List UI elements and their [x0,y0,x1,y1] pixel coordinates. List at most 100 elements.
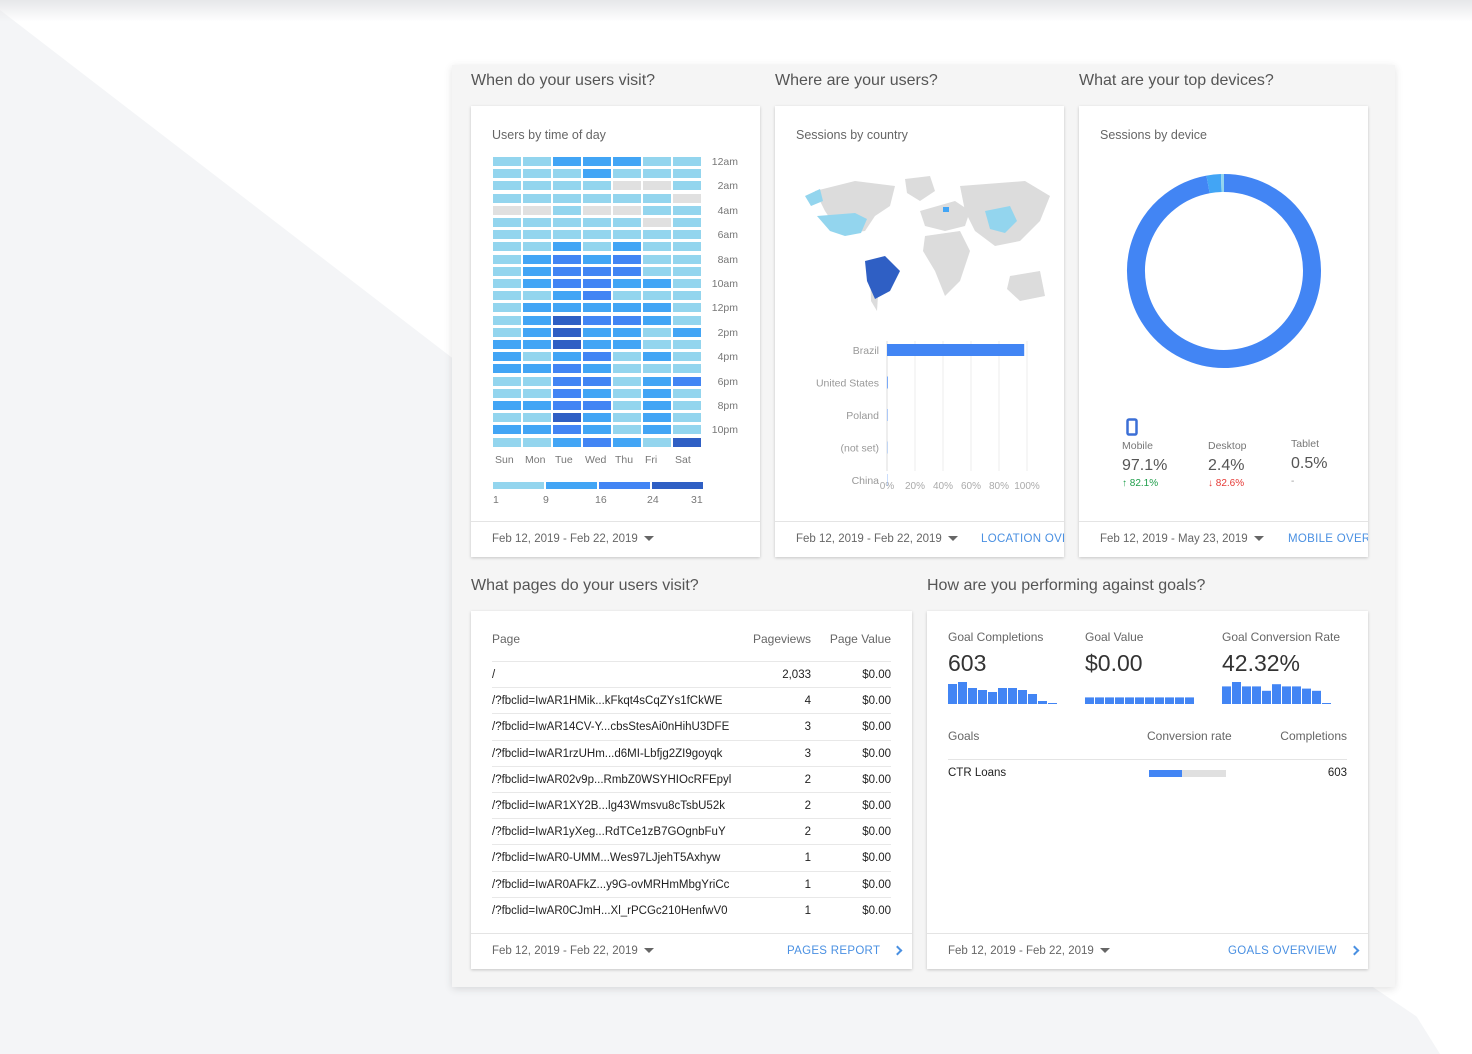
heatmap-cell[interactable] [523,315,551,325]
heatmap-cell[interactable] [553,157,581,166]
heatmap-cell[interactable] [613,303,641,313]
heatmap-cell[interactable] [583,327,611,337]
heatmap-cell[interactable] [583,169,611,179]
heatmap-cell[interactable] [673,437,701,447]
heatmap-cell[interactable] [523,157,551,166]
heatmap-cell[interactable] [613,254,641,264]
heatmap-cell[interactable] [493,352,521,362]
heatmap-cell[interactable] [613,388,641,398]
heatmap-cell[interactable] [493,230,521,240]
heatmap-cell[interactable] [583,376,611,386]
heatmap-cell[interactable] [493,205,521,215]
heatmap-cell[interactable] [643,413,671,423]
heatmap-cell[interactable] [523,266,551,276]
heatmap-cell[interactable] [493,327,521,337]
heatmap-cell[interactable] [673,157,701,166]
page-path[interactable]: /?fbclid=IwAR1XY2B...lg43Wmsvu8cTsbU52k [492,799,725,812]
heatmap-cell[interactable] [583,340,611,349]
heatmap-cell[interactable] [643,315,671,325]
heatmap-cell[interactable] [673,315,701,325]
heatmap-cell[interactable] [673,193,701,203]
heatmap-cell[interactable] [523,352,551,362]
page-path[interactable]: /?fbclid=IwAR1yXeg...RdTCe1zB7GOgnbFuY [492,826,726,839]
heatmap-cell[interactable] [643,291,671,301]
page-path[interactable]: /?fbclid=IwAR1rzUHm...d6MI-Lbfjg2ZI9goyq… [492,747,723,760]
heatmap-cell[interactable] [673,279,701,288]
heatmap-cell[interactable] [523,376,551,386]
goal-metric[interactable]: Goal Completions 603 [948,630,1060,705]
heatmap-cell[interactable] [673,254,701,264]
heatmap-cell[interactable] [673,218,701,227]
page-path[interactable]: /?fbclid=IwAR0-UMM...Wes97LJjehT5Axhyw [492,852,721,865]
heatmap-cell[interactable] [523,388,551,398]
heatmap-cell[interactable] [493,181,521,191]
heatmap-cell[interactable] [613,291,641,301]
date-range-selector[interactable]: Feb 12, 2019 - Feb 22, 2019 [492,533,654,545]
heatmap-cell[interactable] [613,327,641,337]
heatmap-cell[interactable] [673,230,701,240]
heatmap-cell[interactable] [583,254,611,264]
heatmap-cell[interactable] [643,437,671,447]
heatmap-cell[interactable] [613,340,641,349]
heatmap-cell[interactable] [673,425,701,435]
heatmap-cell[interactable] [523,230,551,240]
heatmap-cell[interactable] [493,303,521,313]
heatmap-cell[interactable] [643,169,671,179]
heatmap-cell[interactable] [583,181,611,191]
heatmap-cell[interactable] [583,425,611,435]
goals-overview-link[interactable]: GOALS OVERVIEW [1228,945,1360,957]
heatmap-cell[interactable] [613,364,641,374]
page-path[interactable]: /?fbclid=IwAR0CJmH...Xl_rPCGc210HenfwV0 [492,904,728,917]
page-path[interactable]: /?fbclid=IwAR02v9p...RmbZ0WSYHIOcRFEpyl [492,773,732,786]
heatmap-cell[interactable] [553,230,581,240]
heatmap-cell[interactable] [583,291,611,301]
heatmap-cell[interactable] [523,279,551,288]
heatmap-cell[interactable] [523,401,551,410]
heatmap-cell[interactable] [613,242,641,252]
heatmap-cell[interactable] [583,364,611,374]
heatmap-cell[interactable] [493,169,521,179]
heatmap-cell[interactable] [613,193,641,203]
heatmap-cell[interactable] [553,181,581,191]
heatmap-cell[interactable] [613,169,641,179]
heatmap-cell[interactable] [493,193,521,203]
goal-metric[interactable]: Goal Conversion Rate 42.32% [1222,630,1340,705]
heatmap-cell[interactable] [553,266,581,276]
table-row[interactable]: /?fbclid=IwAR0CJmH...Xl_rPCGc210HenfwV0 1… [492,896,891,923]
heatmap-cell[interactable] [583,157,611,166]
heatmap-cell[interactable] [673,327,701,337]
heatmap-cell[interactable] [583,279,611,288]
heatmap-cell[interactable] [493,315,521,325]
heatmap-cell[interactable] [553,327,581,337]
heatmap-cell[interactable] [553,254,581,264]
date-range-selector[interactable]: Feb 12, 2019 - Feb 22, 2019 [796,533,958,545]
heatmap-cell[interactable] [493,157,521,166]
heatmap-cell[interactable] [613,266,641,276]
heatmap-cell[interactable] [643,181,671,191]
page-path[interactable]: /?fbclid=IwAR0AFkZ...y9G-ovMRHmMbgYriCc [492,878,730,891]
heatmap-cell[interactable] [643,352,671,362]
heatmap-cell[interactable] [583,315,611,325]
heatmap-cell[interactable] [553,352,581,362]
heatmap-cell[interactable] [673,205,701,215]
heatmap-cell[interactable] [643,218,671,227]
heatmap-cell[interactable] [643,303,671,313]
heatmap-cell[interactable] [643,425,671,435]
heatmap-cell[interactable] [553,364,581,374]
heatmap-cell[interactable] [523,169,551,179]
heatmap-cell[interactable] [673,340,701,349]
heatmap-cell[interactable] [523,242,551,252]
heatmap-cell[interactable] [493,279,521,288]
heatmap-cell[interactable] [673,364,701,374]
heatmap-cell[interactable] [493,340,521,349]
heatmap-cell[interactable] [673,266,701,276]
heatmap-cell[interactable] [523,327,551,337]
heatmap-cell[interactable] [493,413,521,423]
heatmap-cell[interactable] [613,279,641,288]
country-bar[interactable] [887,376,888,389]
heatmap-cell[interactable] [583,401,611,410]
heatmap-cell[interactable] [583,218,611,227]
heatmap-cell[interactable] [553,437,581,447]
heatmap-cell[interactable] [553,376,581,386]
heatmap-cell[interactable] [583,388,611,398]
